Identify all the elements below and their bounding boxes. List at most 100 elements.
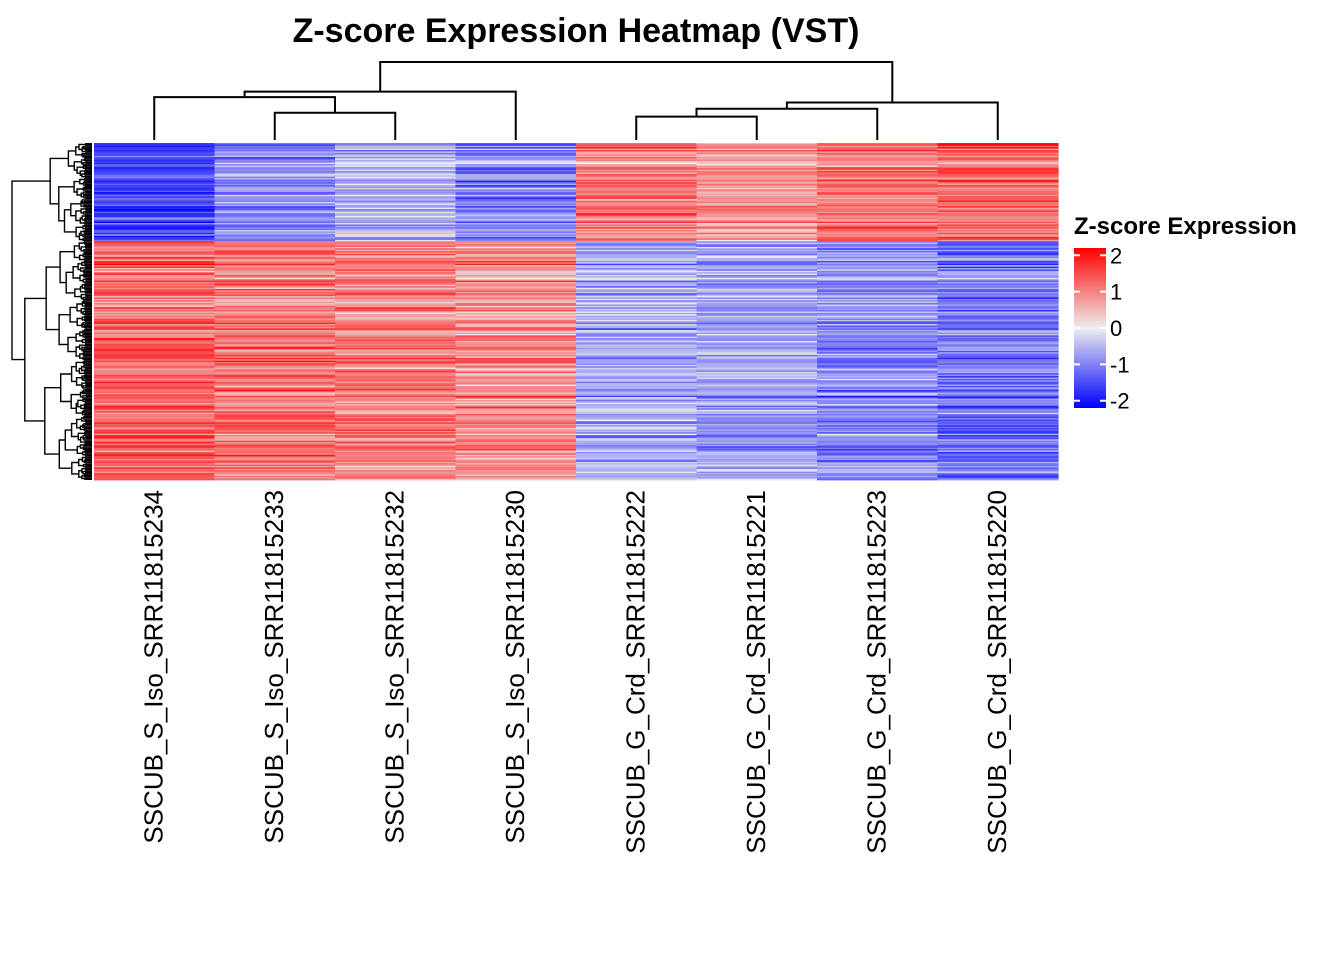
heatmap-cell: [214, 377, 336, 380]
heatmap-cell: [94, 237, 216, 239]
heatmap-cell: [817, 398, 939, 401]
heatmap-cell: [817, 164, 939, 166]
heatmap-cell: [455, 422, 577, 425]
heatmap-cell: [817, 147, 939, 150]
heatmap-cell: [696, 298, 818, 301]
heatmap-cell: [335, 447, 457, 450]
heatmap-cell: [214, 464, 336, 467]
heatmap-cell: [696, 185, 818, 187]
heatmap-cell: [937, 269, 1059, 272]
heatmap-cell: [937, 324, 1059, 326]
heatmap-cell: [214, 430, 336, 433]
heatmap-cell: [455, 169, 577, 172]
heatmap-cell: [214, 266, 336, 269]
heatmap-cell: [455, 203, 577, 206]
heatmap-cell: [817, 442, 939, 444]
heatmap-cell: [817, 412, 939, 415]
heatmap-cell: [214, 210, 336, 213]
heatmap-cell: [335, 150, 457, 152]
heatmap-cell: [937, 359, 1059, 362]
heatmap-cell: [455, 454, 577, 457]
heatmap-cell: [937, 216, 1059, 218]
heatmap-cell: [214, 314, 336, 317]
heatmap-cell: [94, 220, 216, 223]
heatmap-cell: [817, 369, 939, 371]
heatmap-cell: [576, 442, 698, 444]
heatmap-cell: [455, 350, 577, 353]
heatmap-cell: [576, 296, 698, 298]
heatmap-cell: [817, 428, 939, 430]
heatmap-cell: [214, 161, 336, 164]
heatmap-cell: [455, 276, 577, 279]
heatmap-cell: [817, 450, 939, 453]
heatmap-cell: [696, 458, 818, 461]
heatmap-cell: [335, 265, 457, 267]
heatmap-cell: [696, 464, 818, 467]
heatmap-cell: [214, 200, 336, 203]
heatmap-cell: [696, 307, 818, 310]
heatmap-cell: [335, 338, 457, 340]
heatmap-cell: [455, 415, 577, 418]
heatmap-cell: [576, 428, 698, 430]
row-dendrogram-branch: [83, 178, 92, 181]
heatmap-cell: [696, 467, 818, 470]
heatmap-cell: [937, 307, 1059, 310]
heatmap-cell: [576, 290, 698, 293]
heatmap-cell: [817, 294, 939, 297]
heatmap-cell: [335, 366, 457, 369]
heatmap-cell: [817, 463, 939, 465]
heatmap-cell: [335, 270, 457, 273]
heatmap-cell: [696, 383, 818, 385]
heatmap-cell: [576, 256, 698, 259]
heatmap-cell: [455, 456, 577, 458]
heatmap-cell: [335, 440, 457, 443]
heatmap-cell: [696, 332, 818, 335]
heatmap-cell: [696, 318, 818, 321]
heatmap-cell: [335, 332, 457, 335]
heatmap-cell: [937, 443, 1059, 446]
heatmap-cell: [94, 289, 216, 291]
heatmap-cell: [214, 301, 336, 304]
heatmap-cell: [335, 394, 457, 397]
heatmap-cell: [335, 245, 457, 248]
heatmap-cell: [335, 282, 457, 284]
heatmap-cell: [455, 220, 577, 223]
heatmap-cell: [455, 322, 577, 325]
heatmap-cell: [937, 392, 1059, 395]
heatmap-cell: [817, 388, 939, 391]
heatmap-cell: [817, 159, 939, 162]
heatmap-cell: [94, 225, 216, 228]
heatmap-cell: [94, 211, 216, 214]
heatmap-cell: [817, 426, 939, 429]
heatmap-cell: [214, 339, 336, 342]
heatmap-cell: [335, 224, 457, 227]
heatmap-cell: [937, 166, 1059, 169]
heatmap-cell: [817, 227, 939, 230]
heatmap-cell: [576, 179, 698, 182]
heatmap-cell: [214, 363, 336, 366]
heatmap-cell: [94, 446, 216, 449]
heatmap-cell: [94, 256, 216, 259]
heatmap-cell: [696, 270, 818, 273]
heatmap-cell: [817, 464, 939, 467]
heatmap-cell: [335, 470, 457, 472]
heatmap-cell: [817, 213, 939, 216]
heatmap-cell: [576, 380, 698, 383]
heatmap-cell: [94, 367, 216, 370]
heatmap-cell: [455, 366, 577, 369]
heatmap-cell: [937, 435, 1059, 437]
heatmap-cell: [335, 322, 457, 325]
heatmap-cell: [455, 270, 577, 273]
heatmap-cell: [937, 454, 1059, 457]
heatmap-cell: [214, 228, 336, 231]
heatmap-cell: [696, 335, 818, 338]
heatmap-cell: [817, 363, 939, 366]
heatmap-cell: [214, 416, 336, 419]
heatmap-cell: [94, 456, 216, 458]
heatmap-cell: [576, 230, 698, 232]
row-dendrogram-branch: [85, 381, 92, 385]
heatmap-cell: [455, 213, 577, 216]
heatmap-cell: [576, 401, 698, 404]
heatmap-cell: [576, 248, 698, 251]
heatmap-cell: [817, 383, 939, 385]
